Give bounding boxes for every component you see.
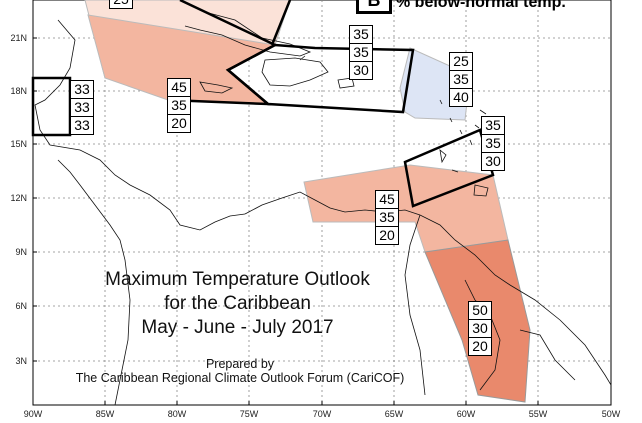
zone-outlines — [31, 0, 495, 208]
credit-line-1: Prepared by — [205, 357, 275, 371]
lat-label: 9N — [15, 247, 27, 257]
probability-below: 20 — [171, 115, 187, 131]
probability-normal: 30 — [469, 320, 491, 338]
probability-box-partial: 25 — [109, 0, 133, 9]
probability-below: 20 — [472, 338, 488, 354]
probability-box-cuba-jamaica: 45 35 20 — [167, 78, 191, 133]
probability-box-belize: 33 33 33 — [70, 80, 94, 135]
probability-box-windward: 35 35 30 — [481, 116, 505, 171]
probability-above: 50 — [469, 302, 491, 320]
title-line-2: for the Caribbean — [164, 293, 311, 314]
lon-label: 70W — [313, 409, 332, 419]
probability-normal: 35 — [376, 209, 398, 227]
probability-box-south-caribbean: 45 35 20 — [375, 190, 399, 245]
lon-label: 50W — [602, 409, 621, 419]
credit-line-2: The Caribbean Regional Climate Outlook F… — [75, 371, 405, 385]
probability-box-guianas: 50 30 20 — [468, 301, 492, 356]
lat-label: 12N — [10, 193, 27, 203]
probability-normal: 35 — [350, 44, 372, 62]
lon-label: 65W — [385, 409, 404, 419]
lat-label: 15N — [10, 139, 27, 149]
lon-label: 80W — [168, 409, 187, 419]
probability-normal: 35 — [168, 97, 190, 115]
probability-below: 30 — [485, 153, 501, 169]
map-title: Maximum Temperature Outlook for the Cari… — [85, 268, 390, 340]
title-line-3: May - June - July 2017 — [141, 317, 334, 338]
zone-belize-outline — [31, 76, 72, 137]
lon-label: 75W — [240, 409, 259, 419]
probability-above: 35 — [482, 117, 504, 135]
lon-label: 55W — [529, 409, 548, 419]
probability-normal: 35 — [450, 71, 472, 89]
lat-label: 21N — [10, 33, 27, 43]
probability-normal: 33 — [71, 99, 93, 117]
lat-labels: 21N 18N 15N 12N 9N 6N 3N — [10, 33, 27, 366]
probability-value: 25 — [110, 0, 132, 8]
probability-below: 40 — [453, 89, 469, 105]
probability-above: 33 — [71, 81, 93, 99]
title-line-1: Maximum Temperature Outlook — [105, 269, 370, 290]
probability-normal: 35 — [482, 135, 504, 153]
lon-label: 90W — [24, 409, 43, 419]
probability-above: 25 — [450, 53, 472, 71]
probability-below: 20 — [379, 227, 395, 243]
probability-above: 45 — [168, 79, 190, 97]
lon-label: 85W — [96, 409, 115, 419]
zone-windward-outline — [403, 128, 495, 208]
lon-label: 60W — [457, 409, 476, 419]
lon-labels: 90W 85W 80W 75W 70W 65W 60W 55W 50W — [24, 409, 621, 419]
probability-below: 33 — [74, 117, 90, 133]
legend-text: % below-normal temp. — [396, 0, 566, 11]
legend-key-box: B — [356, 0, 392, 14]
probability-box-hispaniola: 35 35 30 — [349, 25, 373, 80]
zone-hispaniola-outline — [225, 43, 415, 114]
lat-label: 6N — [15, 301, 27, 311]
lat-label: 3N — [15, 356, 27, 366]
probability-above: 45 — [376, 191, 398, 209]
probability-above: 35 — [350, 26, 372, 44]
axis-ticks — [32, 37, 612, 405]
lat-label: 18N — [10, 86, 27, 96]
zone-cuba-top-edge — [270, 0, 292, 46]
credit: Prepared by The Caribbean Regional Clima… — [50, 357, 430, 385]
probability-below: 30 — [353, 62, 369, 78]
probability-box-leeward: 25 35 40 — [449, 52, 473, 107]
